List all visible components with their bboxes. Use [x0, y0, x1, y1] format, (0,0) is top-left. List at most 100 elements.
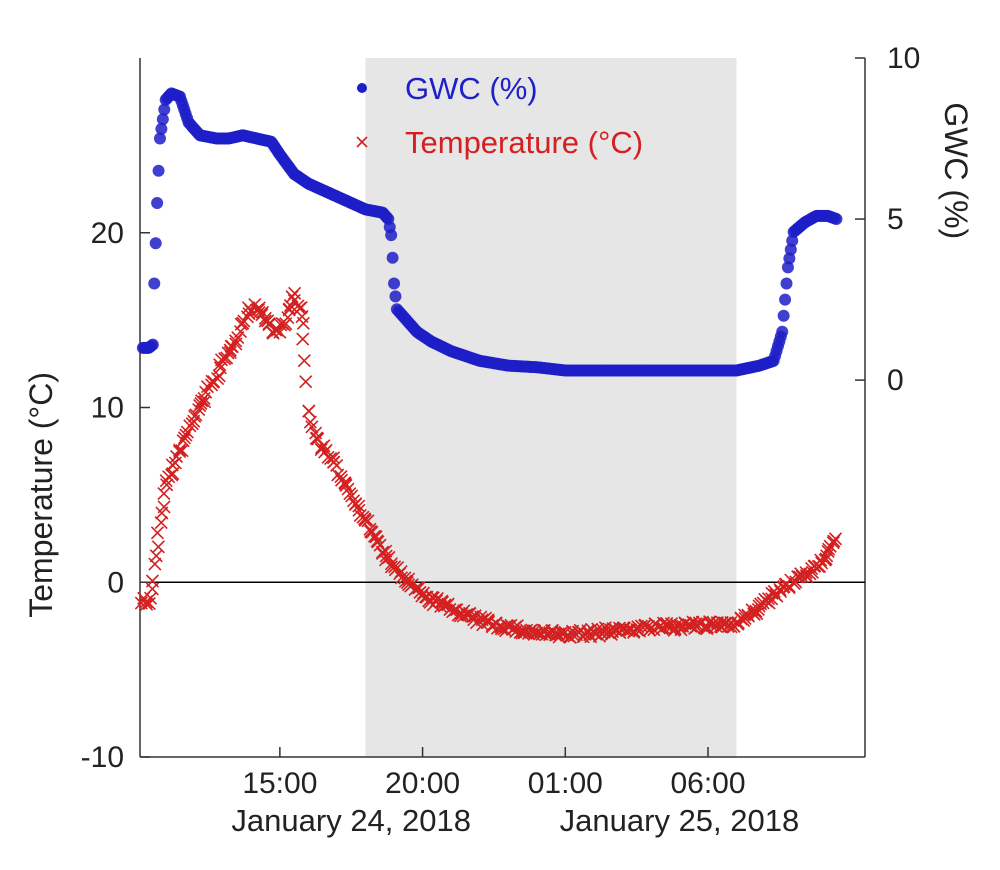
temperature-point-stroke-b [213, 361, 227, 375]
x-tick-label: 15:00 [242, 767, 317, 800]
gwc-point [388, 277, 401, 290]
gwc-point [781, 261, 794, 274]
temperature-point-stroke-b [157, 500, 171, 514]
temperature-point-stroke-b [510, 619, 524, 633]
temperature-point-stroke-b [441, 597, 455, 611]
temperature-point-stroke-b [154, 516, 168, 530]
temperature-point-stroke-b [248, 297, 262, 312]
temperature-point [663, 621, 677, 635]
temperature-point [379, 549, 393, 563]
temperature-point-stroke-b [262, 318, 276, 332]
temperature-point [822, 542, 836, 556]
gwc-point [149, 237, 162, 250]
temperature-point-stroke-b [296, 316, 310, 330]
temperature-point-stroke-b [145, 574, 160, 588]
temperature-point-stroke-b [334, 470, 348, 484]
temperature-point-stroke-b [382, 550, 396, 565]
temperature-point [172, 443, 187, 457]
temperature-point [151, 540, 165, 554]
temperature-point-stroke-b [828, 532, 843, 546]
temperature-point-stroke-b [468, 609, 482, 623]
temperature-point-stroke-b [255, 305, 270, 319]
gwc-point [777, 309, 790, 322]
temperature-point [334, 470, 348, 484]
temperature-point-stroke-b [172, 443, 187, 457]
temperature-point-stroke-b [481, 613, 495, 628]
temperature-point-stroke-b [299, 375, 313, 389]
temperature-point [296, 332, 310, 346]
temperature-point-stroke-b [402, 572, 416, 586]
left-tick-label: -10 [81, 741, 124, 774]
temperature-point-stroke-b [198, 395, 212, 409]
temperature-point-stroke-b [240, 310, 255, 324]
temperature-point [299, 375, 313, 389]
left-axis-title: Temperature (°C) [23, 372, 59, 618]
legend-marker-temperature-b [356, 136, 368, 148]
temperature-point-stroke-b [212, 369, 226, 383]
temperature-point-stroke-b [410, 581, 424, 595]
temperature-point [828, 532, 843, 546]
temperature-point-stroke-b [475, 613, 489, 627]
temperature-point [296, 316, 310, 330]
temperature-point-stroke-b [319, 443, 333, 457]
temperature-point-stroke-b [309, 426, 323, 440]
temperature-point-stroke-b [261, 314, 275, 328]
temperature-point [674, 623, 688, 637]
right-tick-label: 10 [887, 42, 920, 75]
temperature-point-stroke-b [394, 564, 408, 579]
temperature-point [814, 553, 828, 567]
temperature-point-stroke-b [450, 603, 464, 617]
temperature-point [173, 444, 187, 459]
gwc-point [385, 229, 398, 242]
legend-label-temperature: Temperature (°C) [405, 125, 643, 160]
temperature-point [145, 574, 160, 588]
temperature-point-stroke-b [581, 624, 595, 638]
gwc-point [783, 252, 796, 265]
temperature-point-stroke-b [352, 503, 366, 517]
temperature-point-stroke-b [405, 578, 419, 592]
temperature-point-stroke-b [296, 332, 310, 346]
temperature-point [142, 596, 156, 611]
temperature-point [819, 552, 833, 566]
legend-marker-gwc [357, 83, 367, 93]
x-tick-label: 01:00 [528, 767, 603, 800]
temperature-point-stroke-b [173, 444, 187, 459]
temperature-point [220, 351, 234, 365]
gwc-point [148, 277, 161, 290]
temperature-point-stroke-b [143, 591, 158, 605]
temperature-point-stroke-b [149, 549, 163, 563]
temperature-point [339, 478, 353, 492]
temperature-point-stroke-b [297, 354, 311, 368]
legend-label-gwc: GWC (%) [405, 71, 538, 106]
temperature-point-stroke-b [814, 553, 828, 567]
left-tick-label: 0 [107, 566, 124, 599]
gwc-point [155, 122, 168, 135]
temperature-point-stroke-b [663, 621, 677, 635]
shaded-region [365, 58, 737, 757]
temperature-point-stroke-b [709, 619, 723, 633]
temperature-point [262, 318, 276, 332]
left-tick-label: 20 [91, 217, 124, 250]
temperature-point-stroke-b [251, 303, 266, 317]
temperature-point-stroke-b [525, 623, 539, 637]
temperature-point-stroke-b [451, 608, 465, 622]
temperature-point-stroke-b [148, 557, 162, 571]
gwc-point [830, 213, 843, 226]
temperature-point-stroke-b [822, 542, 836, 556]
temperature-point-stroke-b [160, 478, 174, 492]
left-tick-label: 10 [91, 392, 124, 425]
gwc-point [786, 234, 799, 247]
temperature-point-stroke-b [311, 432, 325, 446]
temperature-point [474, 610, 488, 624]
gwc-point [776, 325, 789, 338]
temperature-series [134, 286, 843, 644]
gwc-point [146, 338, 159, 351]
temperature-point-stroke-b [721, 619, 735, 634]
temperature-point [160, 478, 174, 492]
gwc-point [153, 132, 166, 145]
temperature-point-stroke-b [175, 444, 189, 458]
gwc-point [156, 113, 169, 126]
temperature-point-stroke-b [341, 482, 355, 496]
